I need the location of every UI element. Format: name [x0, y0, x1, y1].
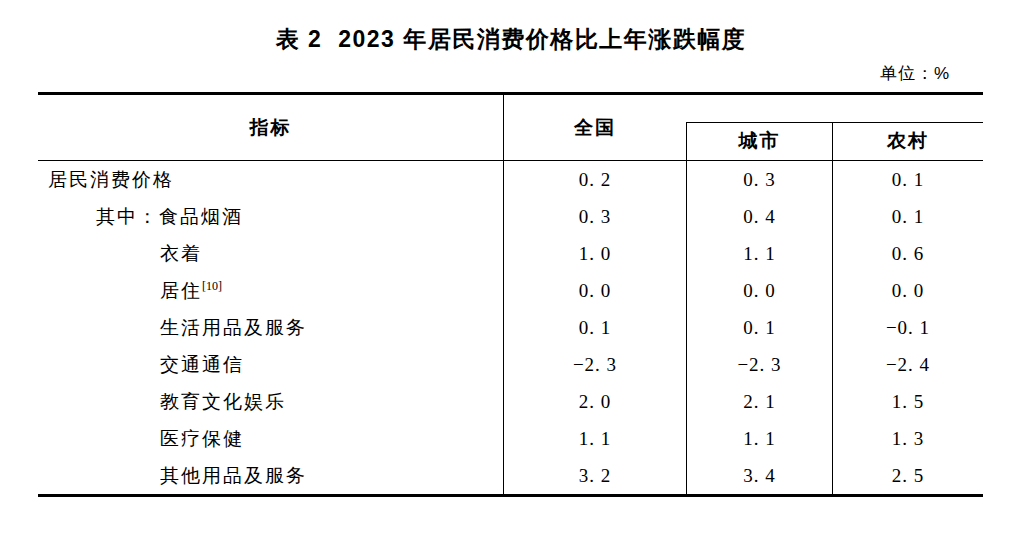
header-cell-city: 城市	[686, 123, 832, 160]
table-row: 教育文化娱乐 2. 0 2. 1 1. 5	[38, 383, 983, 420]
row-label-text: 医疗保健	[160, 428, 244, 449]
value-national: 0. 3	[503, 198, 686, 235]
table-row: 医疗保健 1. 1 1. 1 1. 3	[38, 420, 983, 457]
table-row: 其中：食品烟酒 0. 3 0. 4 0. 1	[38, 198, 983, 235]
value-city: 0. 1	[686, 309, 832, 346]
row-label: 生活用品及服务	[38, 309, 503, 346]
value-rural: 2. 5	[832, 457, 983, 494]
row-label: 教育文化娱乐	[38, 383, 503, 420]
row-label-text: 居民消费价格	[48, 169, 174, 190]
value-rural: −2. 4	[832, 346, 983, 383]
row-label: 交通通信	[38, 346, 503, 383]
row-label: 其他用品及服务	[38, 457, 503, 494]
row-label: 居民消费价格	[38, 161, 503, 198]
value-national: 0. 1	[503, 309, 686, 346]
table-row: 其他用品及服务 3. 2 3. 4 2. 5	[38, 457, 983, 494]
value-national: 2. 0	[503, 383, 686, 420]
value-city: 1. 1	[686, 235, 832, 272]
value-national: 1. 0	[503, 235, 686, 272]
row-label: 居住[10]	[38, 272, 503, 309]
value-rural: 0. 1	[832, 161, 983, 198]
cpi-table: 指标 全国 城市 农村 居民消费价格 0. 2 0. 3 0. 1 其中：食品烟…	[38, 92, 983, 497]
value-rural: 0. 0	[832, 272, 983, 309]
row-label: 衣着	[38, 235, 503, 272]
row-label-text: 衣着	[160, 243, 202, 264]
value-national: 1. 1	[503, 420, 686, 457]
value-city: 3. 4	[686, 457, 832, 494]
table-header: 指标 全国 城市 农村	[38, 95, 983, 161]
value-city: 0. 3	[686, 161, 832, 198]
value-city: 0. 0	[686, 272, 832, 309]
value-rural: −0. 1	[832, 309, 983, 346]
value-city: 1. 1	[686, 420, 832, 457]
value-national: 3. 2	[503, 457, 686, 494]
value-rural: 0. 6	[832, 235, 983, 272]
table-row: 衣着 1. 0 1. 1 0. 6	[38, 235, 983, 272]
header-subgroup: 城市 农村	[686, 122, 983, 160]
row-label-text: 其中：食品烟酒	[96, 206, 243, 227]
value-city: 2. 1	[686, 383, 832, 420]
value-national: 0. 2	[503, 161, 686, 198]
table-row: 交通通信 −2. 3 −2. 3 −2. 4	[38, 346, 983, 383]
header-cell-national: 全国	[503, 95, 686, 160]
footnote-marker: [10]	[202, 279, 222, 293]
value-rural: 1. 5	[832, 383, 983, 420]
row-label: 医疗保健	[38, 420, 503, 457]
value-city: 0. 4	[686, 198, 832, 235]
table-row: 居住[10] 0. 0 0. 0 0. 0	[38, 272, 983, 309]
row-label-text: 其他用品及服务	[160, 465, 307, 486]
row-label-text: 居住	[160, 280, 202, 301]
table-row: 生活用品及服务 0. 1 0. 1 −0. 1	[38, 309, 983, 346]
unit-label: 单位：%	[880, 62, 950, 85]
document-page: 表 2 2023 年居民消费价格比上年涨跌幅度 单位：% 指标 全国 城市 农村…	[0, 0, 1022, 543]
value-rural: 1. 3	[832, 420, 983, 457]
row-label-text: 教育文化娱乐	[160, 391, 286, 412]
value-rural: 0. 1	[832, 198, 983, 235]
row-label: 其中：食品烟酒	[38, 198, 503, 235]
table-row: 居民消费价格 0. 2 0. 3 0. 1	[38, 161, 983, 198]
table-body: 居民消费价格 0. 2 0. 3 0. 1 其中：食品烟酒 0. 3 0. 4 …	[38, 161, 983, 494]
header-cell-rural: 农村	[832, 123, 983, 160]
table-title: 表 2 2023 年居民消费价格比上年涨跌幅度	[0, 24, 1022, 55]
header-cell-indicator: 指标	[38, 95, 503, 160]
value-national: −2. 3	[503, 346, 686, 383]
value-national: 0. 0	[503, 272, 686, 309]
row-label-text: 生活用品及服务	[160, 317, 307, 338]
value-city: −2. 3	[686, 346, 832, 383]
row-label-text: 交通通信	[160, 354, 244, 375]
